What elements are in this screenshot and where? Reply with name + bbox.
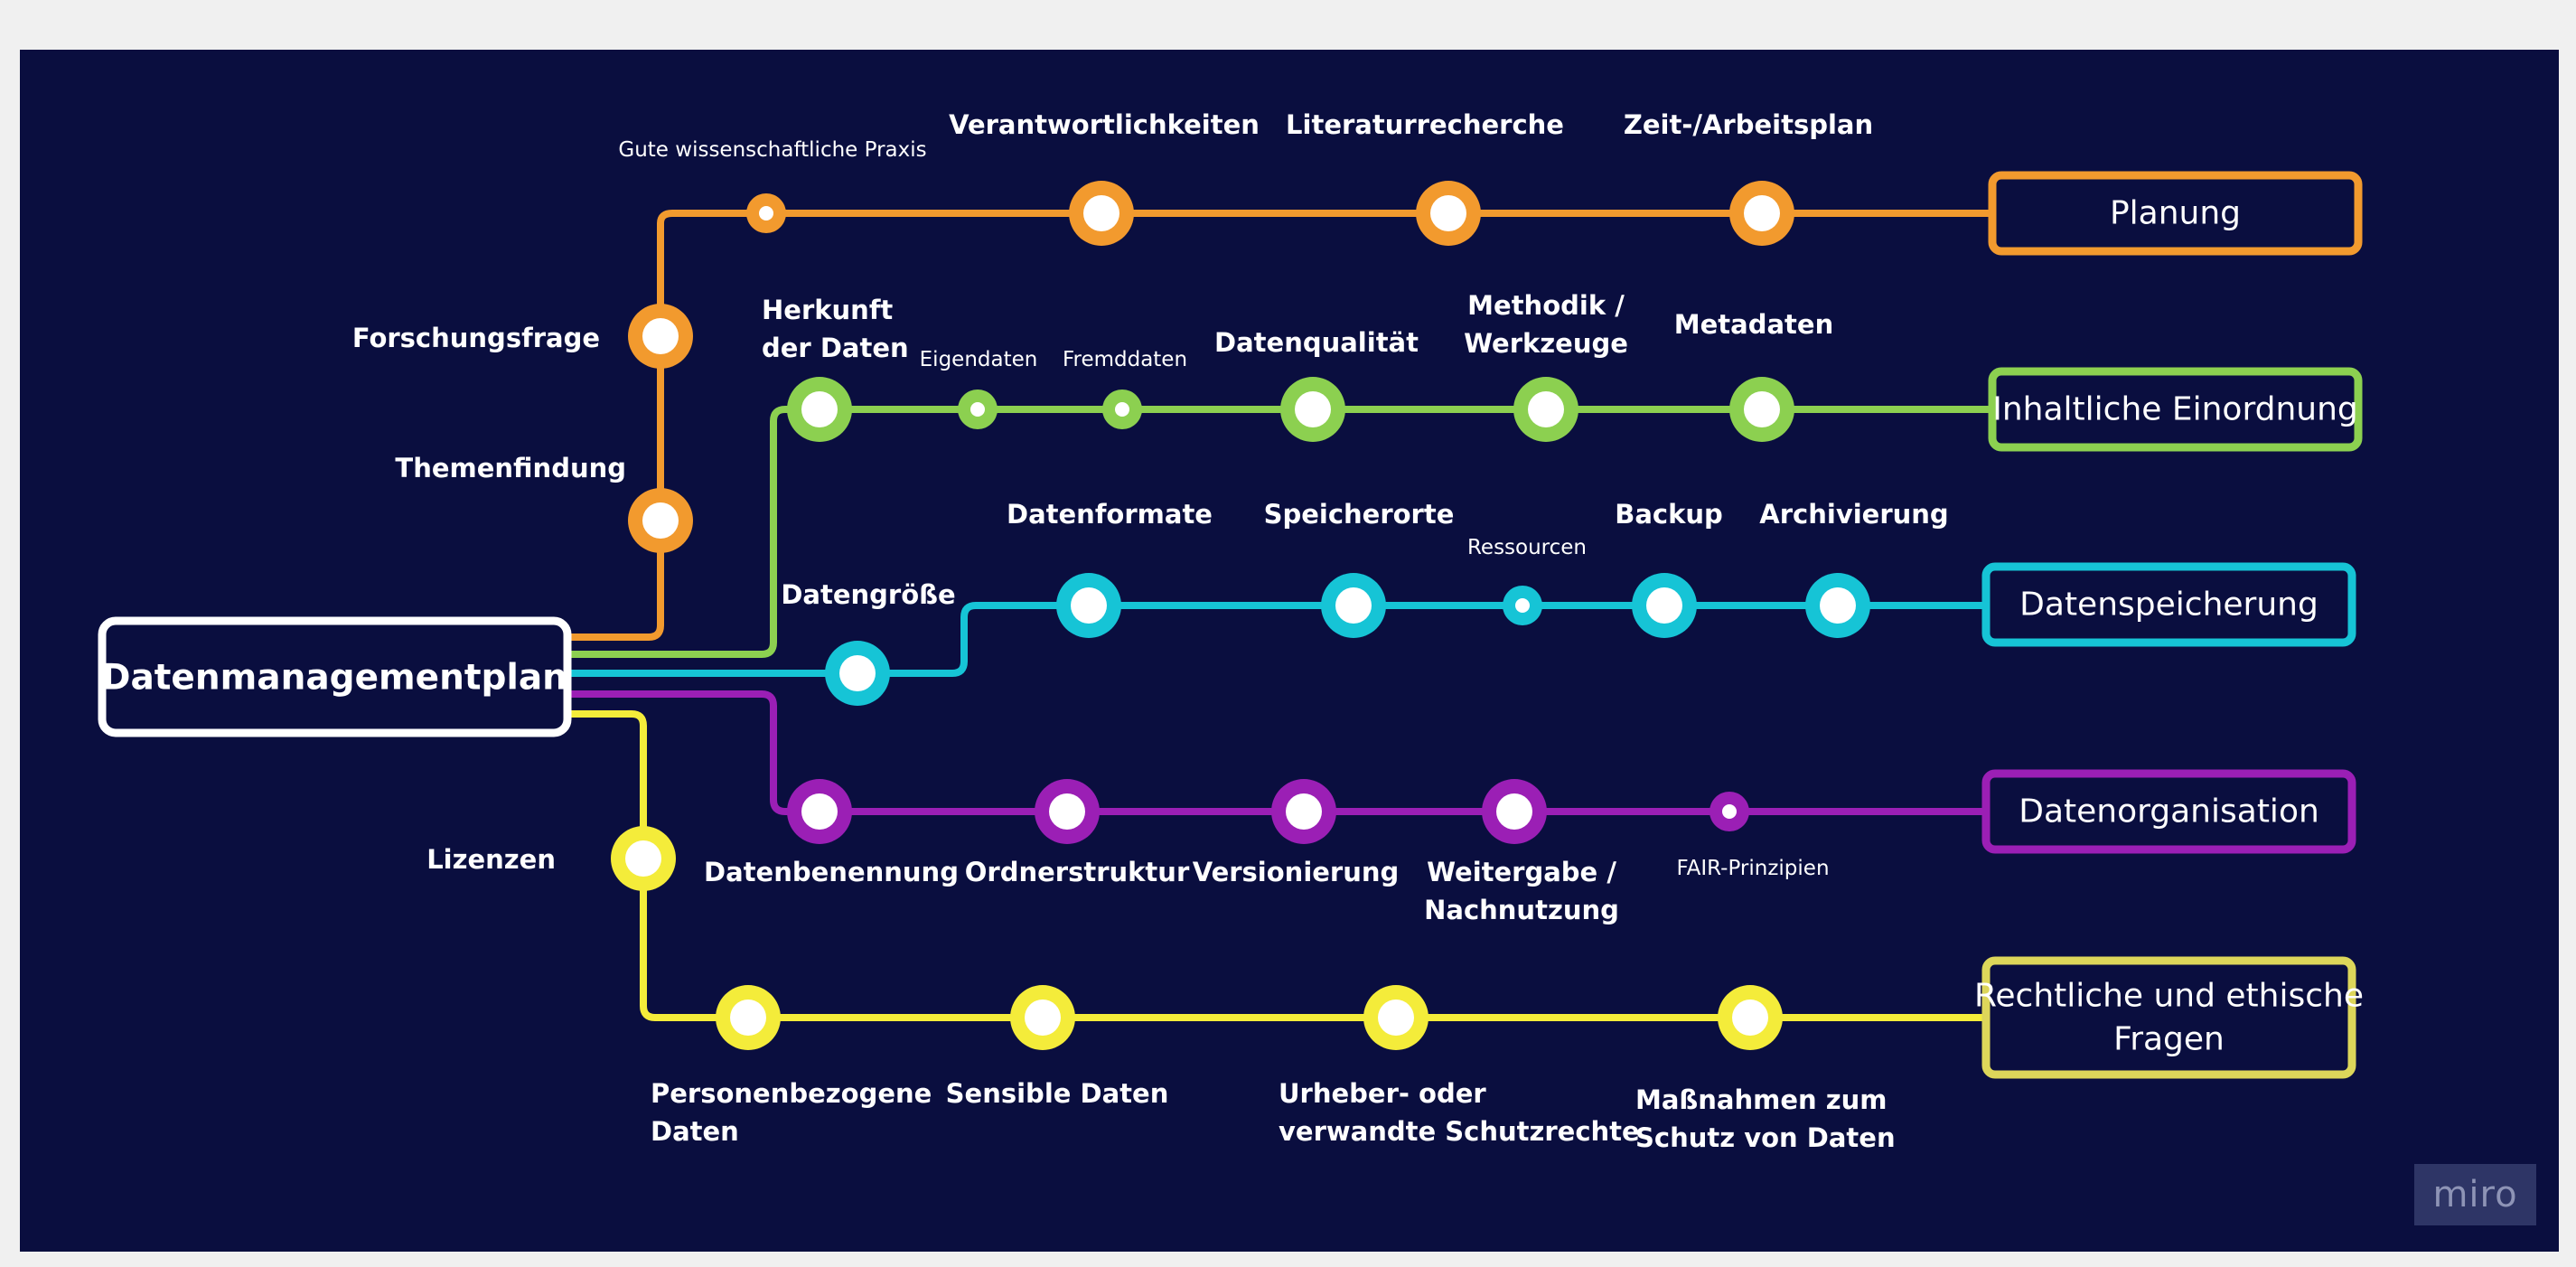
planung-station-2-dot (759, 206, 773, 221)
inhalt-station-4-dot (1528, 391, 1564, 427)
planung-title-box[interactable] (1988, 171, 2363, 256)
organisation-station-1-dot (1049, 793, 1085, 830)
planung-station-label: Gute wissenschaftliche Praxis (618, 138, 926, 162)
organisation-station-label: Weitergabe / (1427, 857, 1616, 887)
recht-title-box[interactable] (1981, 956, 2356, 1079)
recht-station-label: Lizenzen (426, 844, 556, 875)
organisation-station-label: Ordnerstruktur (965, 857, 1190, 887)
recht-station-4-dot (1732, 1000, 1768, 1036)
speicher-station-label: Datengröße (781, 579, 955, 610)
inhalt-station-2-dot (1115, 402, 1129, 417)
recht-station-label: Urheber- oder (1279, 1078, 1486, 1109)
recht-station-2-dot (1025, 1000, 1061, 1036)
speicher-line (567, 602, 1991, 677)
planung-station-4-dot (1430, 195, 1466, 231)
speicher-station-4-dot (1646, 587, 1682, 624)
planung-station-label: Themenfindung (395, 453, 626, 483)
speicher-station-label: Backup (1615, 499, 1723, 530)
speicher-station-5-dot (1820, 587, 1856, 624)
organisation-station-3-dot (1496, 793, 1532, 830)
planung-station-1-dot (642, 502, 679, 539)
planung-station-5-dot (1744, 195, 1780, 231)
root-node-label: Datenmanagementplan (101, 658, 567, 699)
root-node-box[interactable] (98, 616, 572, 737)
recht-station-1-dot (730, 1000, 766, 1036)
planung-station-label: Zeit-/Arbeitsplan (1624, 109, 1873, 140)
organisation-station-4-dot (1722, 804, 1737, 819)
speicher-station-2-dot (1335, 587, 1372, 624)
speicher-station-0-dot (839, 655, 876, 691)
organisation-station-2-dot (1286, 793, 1322, 830)
inhalt-station-1-dot (970, 402, 985, 417)
planung-station-label: Literaturrecherche (1286, 109, 1564, 140)
inhalt-station-0-dot (801, 391, 838, 427)
planung-station-label: Verantwortlichkeiten (949, 109, 1260, 140)
organisation-title-box[interactable] (1981, 769, 2356, 854)
inhalt-station-3-dot (1295, 391, 1331, 427)
inhalt-station-label: Methodik / (1467, 290, 1625, 321)
recht-station-label: Schutz von Daten (1635, 1122, 1896, 1153)
organisation-line (567, 690, 1991, 815)
recht-station-0-dot (625, 840, 661, 877)
speicher-station-3-dot (1515, 598, 1530, 613)
speicher-station-label: Archivierung (1759, 499, 1948, 530)
recht-station-label: Daten (651, 1116, 739, 1147)
speicher-station-label: Ressourcen (1467, 536, 1587, 559)
planung-line (567, 210, 2000, 641)
planung-station-3-dot (1083, 195, 1119, 231)
recht-station-label: Personenbezogene (651, 1078, 932, 1109)
organisation-station-label: Nachnutzung (1424, 895, 1619, 925)
recht-station-label: Maßnahmen zum (1635, 1084, 1888, 1115)
miro-logo: miro (2414, 1164, 2536, 1225)
inhalt-station-label: Eigendaten (920, 348, 1038, 371)
inhalt-station-label: Werkzeuge (1464, 328, 1628, 359)
organisation-station-label: Datenbenennung (704, 857, 959, 887)
inhalt-station-label: Metadaten (1674, 309, 1833, 340)
inhalt-station-label: Fremddaten (1063, 348, 1187, 371)
recht-station-label: Sensible Daten (946, 1078, 1169, 1109)
inhalt-station-label: der Daten (762, 333, 909, 363)
inhalt-line (567, 406, 2000, 658)
inhalt-station-label: Herkunft (762, 295, 893, 325)
planung-station-label: Forschungsfrage (352, 323, 600, 353)
inhalt-title-box[interactable] (1988, 367, 2363, 452)
recht-station-3-dot (1378, 1000, 1414, 1036)
speicher-station-label: Datenformate (1007, 499, 1213, 530)
recht-station-label: verwandte Schutzrechte (1279, 1116, 1640, 1147)
inhalt-title-text: Inhaltliche Einordnung (1992, 391, 2358, 428)
speicher-station-label: Speicherorte (1264, 499, 1455, 530)
organisation-station-label: Versionierung (1193, 857, 1400, 887)
organisation-title-text: Datenorganisation (2019, 793, 2319, 831)
speicher-title-box[interactable] (1981, 562, 2356, 647)
organisation-station-0-dot (801, 793, 838, 830)
organisation-station-label: FAIR-Prinzipien (1676, 857, 1829, 880)
planung-station-0-dot (642, 318, 679, 354)
recht-title-text: Fragen (2113, 1021, 2225, 1058)
inhalt-station-label: Datenqualität (1214, 327, 1419, 358)
speicher-station-1-dot (1071, 587, 1107, 624)
planung-title-text: Planung (2110, 195, 2241, 232)
inhalt-station-5-dot (1744, 391, 1780, 427)
recht-title-text: Rechtliche und ethische (1974, 978, 2364, 1015)
speicher-title-text: Datenspeicherung (2019, 587, 2318, 624)
